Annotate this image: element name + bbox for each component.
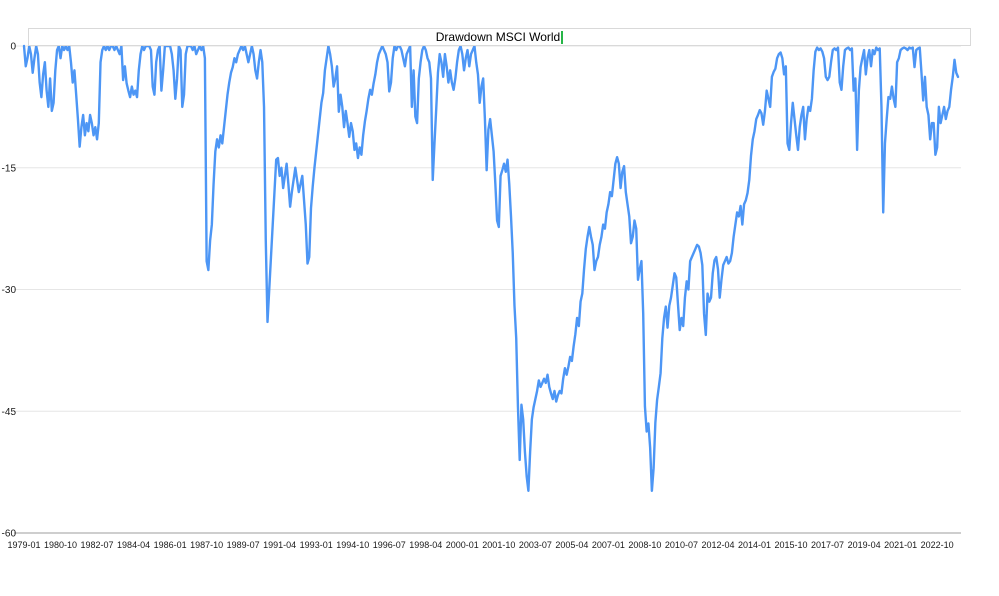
x-tick-label: 2014-01: [738, 540, 771, 550]
x-tick-label: 1994-10: [336, 540, 369, 550]
x-tick-label: 2021-01: [884, 540, 917, 550]
x-tick-label: 1982-07: [81, 540, 114, 550]
y-axis-labels: 0 -15 -30 -45 -60: [2, 42, 17, 540]
x-tick-label: 2022-10: [921, 540, 954, 550]
x-tick-label: 2017-07: [811, 540, 844, 550]
x-tick-label: 2019-04: [848, 540, 881, 550]
x-tick-label: 2012-04: [701, 540, 734, 550]
x-tick-label: 1998-04: [409, 540, 442, 550]
chart-title-input[interactable]: Drawdown MSCI World: [28, 28, 971, 46]
x-tick-label: 2010-07: [665, 540, 698, 550]
x-tick-label: 2000-01: [446, 540, 479, 550]
x-tick-label: 1991-04: [263, 540, 296, 550]
x-tick-label: 2007-01: [592, 540, 625, 550]
chart-title-text: Drawdown MSCI World: [435, 30, 561, 44]
y-tick-label: -60: [2, 529, 17, 540]
gridlines: [14, 45, 961, 534]
x-tick-label: 1989-07: [227, 540, 260, 550]
x-tick-label: 1984-04: [117, 540, 150, 550]
x-tick-label: 1993-01: [300, 540, 333, 550]
x-tick-label: 1980-10: [44, 540, 77, 550]
text-cursor: [561, 30, 564, 44]
x-tick-label: 1986-01: [154, 540, 187, 550]
x-tick-label: 1996-07: [373, 540, 406, 550]
x-axis-labels: 1979-01 1980-10 1982-07 1984-04 1986-01 1987-…: [7, 540, 953, 550]
x-tick-label: 2001-10: [482, 540, 515, 550]
x-tick-label: 1987-10: [190, 540, 223, 550]
x-tick-label: 2008-10: [628, 540, 661, 550]
y-tick-label: -45: [2, 407, 17, 418]
x-tick-label: 2003-07: [519, 540, 552, 550]
x-tick-label: 2005-04: [555, 540, 588, 550]
y-tick-label: -30: [2, 285, 17, 296]
drawdown-series-line[interactable]: [22, 44, 960, 492]
y-tick-label: 0: [10, 42, 16, 53]
x-tick-label: 1979-01: [7, 540, 40, 550]
x-tick-label: 2015-10: [775, 540, 808, 550]
y-tick-label: -15: [2, 163, 17, 174]
